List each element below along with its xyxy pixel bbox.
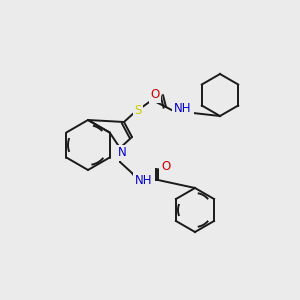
Text: O: O bbox=[161, 160, 171, 173]
Text: S: S bbox=[134, 103, 142, 116]
Text: NH: NH bbox=[135, 173, 153, 187]
Text: NH: NH bbox=[174, 103, 192, 116]
Text: O: O bbox=[150, 88, 160, 101]
Text: N: N bbox=[118, 146, 126, 160]
